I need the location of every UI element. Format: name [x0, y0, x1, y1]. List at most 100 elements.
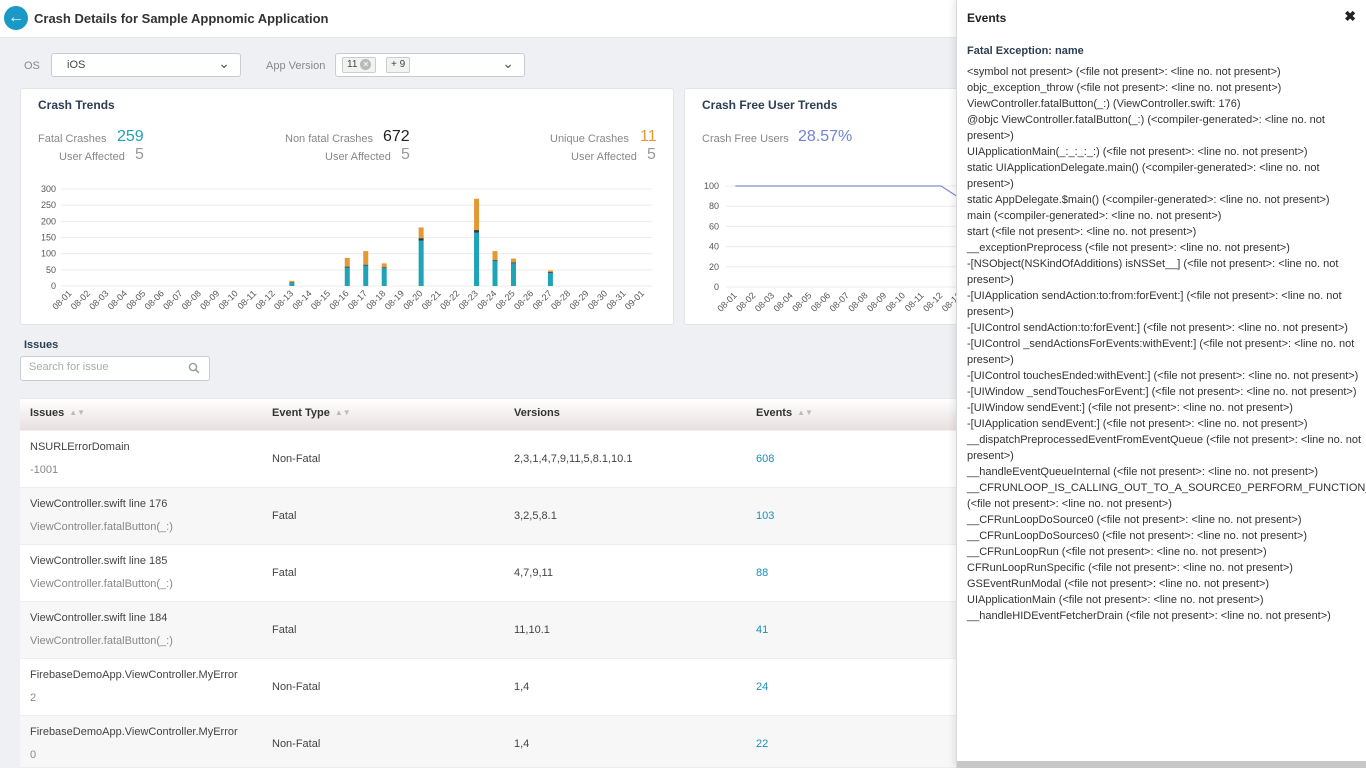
bar-segment	[492, 260, 498, 286]
issue-subtitle: ViewController.fatalButton(_:)	[30, 578, 173, 590]
versions: 4,7,9,11	[514, 567, 553, 579]
table-row[interactable]: ViewController.swift line 184 ViewContro…	[20, 602, 960, 659]
x-tick-label: 08-12	[253, 288, 276, 311]
table-row[interactable]: NSURLErrorDomain -1001 Non-Fatal 2,3,1,4…	[20, 431, 960, 488]
column-header-events[interactable]: Events ▲▼	[756, 407, 813, 419]
table-row[interactable]: FirebaseDemoApp.ViewController.MyError 0…	[20, 716, 960, 768]
stack-frame: main (<compiler-generated>: <line no. no…	[967, 210, 1222, 222]
y-tick-label: 0	[714, 282, 719, 292]
versions: 1,4	[514, 681, 530, 693]
bar-segment	[510, 263, 516, 286]
x-tick-label: 08-06	[809, 290, 832, 313]
event-type: Non-Fatal	[272, 738, 321, 750]
bar-segment	[492, 259, 498, 261]
issue-name[interactable]: ViewController.swift line 176	[30, 498, 168, 510]
stack-frame: -[UIControl touchesEnded:withEvent:] (<f…	[967, 370, 1359, 382]
bar-segment	[510, 262, 516, 264]
events-count[interactable]: 608	[756, 453, 775, 465]
stack-frame: UIApplicationMain (<file not present>: <…	[967, 594, 1264, 606]
chip-remove-icon[interactable]: ✕	[360, 59, 372, 70]
x-tick-label: 08-18	[364, 288, 387, 311]
x-tick-label: 08-08	[846, 290, 869, 313]
issue-name[interactable]: FirebaseDemoApp.ViewController.MyError	[30, 726, 238, 738]
app-version-select[interactable]: 11 ✕ + 9 ⌄	[335, 53, 525, 77]
y-tick-label: 300	[41, 184, 56, 194]
events-count[interactable]: 22	[756, 738, 769, 750]
x-tick-label: 08-23	[457, 288, 480, 311]
stack-trace-list: <symbol not present> (<file not present>…	[967, 64, 1366, 624]
stack-frame: static AppDelegate.$main() (<compiler-ge…	[967, 194, 1330, 206]
bar-segment	[381, 263, 387, 268]
issue-search-input[interactable]	[29, 361, 179, 373]
table-row[interactable]: ViewController.swift line 185 ViewContro…	[20, 545, 960, 602]
crash-free-users-value: 28.57%	[798, 128, 853, 145]
bar-segment	[418, 227, 424, 239]
stack-frame: __dispatchPreprocessedEventFromEventQueu…	[967, 434, 1362, 462]
stack-frame: CFRunLoopRunSpecific (<file not present>…	[967, 562, 1293, 574]
close-icon[interactable]: ✖	[1344, 8, 1356, 24]
x-tick-label: 08-04	[106, 288, 129, 311]
search-icon[interactable]	[188, 362, 200, 374]
x-tick-label: 08-14	[290, 288, 313, 311]
y-tick-label: 40	[709, 242, 719, 252]
y-tick-label: 250	[41, 200, 56, 210]
table-row[interactable]: ViewController.swift line 176 ViewContro…	[20, 488, 960, 545]
column-header-issues[interactable]: Issues ▲▼	[30, 407, 85, 419]
x-tick-label: 08-07	[161, 288, 184, 311]
stack-frame: __CFRUNLOOP_IS_CALLING_OUT_TO_A_SOURCE0_…	[967, 482, 1366, 510]
chevron-down-icon: ⌄	[218, 55, 230, 71]
events-count[interactable]: 88	[756, 567, 769, 579]
x-tick-label: 08-16	[327, 288, 350, 311]
table-row[interactable]: FirebaseDemoApp.ViewController.MyError 2…	[20, 659, 960, 716]
stack-frame: -[UIApplication sendEvent:] (<file not p…	[967, 418, 1308, 430]
column-header-event-type[interactable]: Event Type ▲▼	[272, 407, 351, 419]
y-tick-label: 100	[41, 249, 56, 259]
event-type: Non-Fatal	[272, 453, 321, 465]
fatal-crashes-value: 259	[117, 128, 144, 145]
issue-name[interactable]: ViewController.swift line 184	[30, 612, 168, 624]
issue-name[interactable]: NSURLErrorDomain	[30, 441, 130, 453]
bar-segment	[363, 264, 369, 266]
bar-segment	[381, 267, 387, 269]
series-line	[735, 185, 961, 199]
stack-frame: -[NSObject(NSKindOfAdditions) isNSSet__]…	[967, 258, 1339, 286]
nonfatal-crashes-label: Non fatal Crashes	[285, 133, 374, 145]
x-tick-label: 08-09	[865, 290, 888, 313]
bar-segment	[547, 273, 553, 286]
fatal-user-affected-value: 5	[135, 146, 144, 163]
column-label: Versions	[514, 407, 560, 419]
sort-icon[interactable]: ▲▼	[334, 408, 351, 417]
crash-free-title: Crash Free User Trends	[702, 98, 838, 112]
stack-frame: -[UIApplication sendAction:to:from:forEv…	[967, 290, 1342, 318]
column-label: Issues	[30, 407, 65, 419]
x-tick-label: 08-12	[921, 290, 944, 313]
sort-icon[interactable]: ▲▼	[69, 408, 86, 417]
horizontal-scrollbar[interactable]	[957, 761, 1366, 768]
sort-icon[interactable]: ▲▼	[797, 408, 813, 417]
app-version-label: App Version	[266, 60, 326, 72]
crash-free-card: Crash Free User Trends Crash Free Users …	[684, 88, 974, 325]
issue-search-box[interactable]	[20, 356, 210, 381]
os-select[interactable]: iOS ⌄	[51, 53, 241, 77]
x-tick-label: 08-11	[235, 288, 258, 311]
stack-frame: objc_exception_throw (<file not present>…	[967, 82, 1282, 94]
y-tick-label: 200	[41, 216, 56, 226]
x-tick-label: 08-19	[383, 288, 406, 311]
os-label: OS	[24, 60, 40, 72]
x-tick-label: 08-08	[180, 288, 203, 311]
version-chip-label: 11	[347, 59, 358, 70]
events-count[interactable]: 103	[756, 510, 775, 522]
issue-subtitle: 2	[30, 692, 37, 704]
y-tick-label: 80	[709, 201, 719, 211]
bar-segment	[492, 251, 498, 260]
issue-name[interactable]: ViewController.swift line 185	[30, 555, 168, 567]
x-tick-label: 08-06	[143, 288, 166, 311]
events-count[interactable]: 41	[756, 624, 769, 636]
stack-frame: __exceptionPreprocess (<file not present…	[967, 242, 1290, 254]
x-tick-label: 08-02	[734, 290, 757, 313]
issue-name[interactable]: FirebaseDemoApp.ViewController.MyError	[30, 669, 238, 681]
events-count[interactable]: 24	[756, 681, 769, 693]
nonfatal-user-affected-value: 5	[401, 146, 410, 163]
os-select-value: iOS	[67, 59, 86, 71]
back-arrow-icon[interactable]: ←	[4, 6, 28, 30]
